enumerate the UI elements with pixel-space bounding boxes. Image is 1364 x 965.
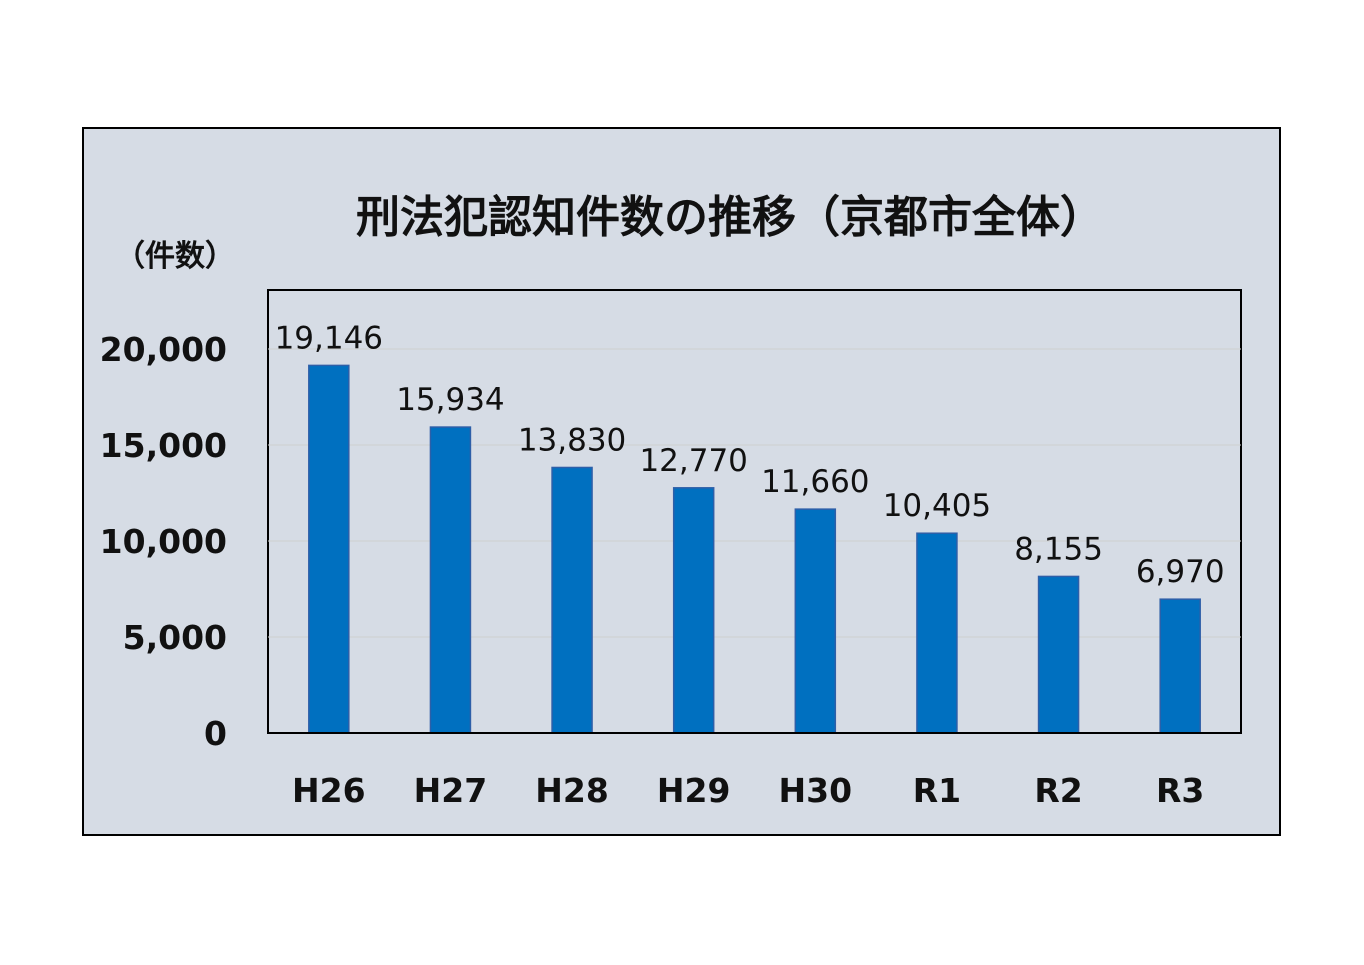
bar-H30 bbox=[794, 508, 837, 734]
data-label-H29: 12,770 bbox=[639, 443, 747, 479]
data-label-H28: 13,830 bbox=[518, 422, 626, 458]
y-axis-unit-label: （件数） bbox=[115, 239, 235, 274]
y-tick-label: 20,000 bbox=[100, 330, 227, 369]
data-label-H27: 15,934 bbox=[396, 382, 504, 418]
data-label-H26: 19,146 bbox=[275, 320, 383, 356]
x-tick-label-H27: H27 bbox=[414, 771, 488, 810]
x-tick-label-R3: R3 bbox=[1156, 771, 1204, 810]
y-tick-label: 10,000 bbox=[100, 522, 227, 561]
x-tick-label-H30: H30 bbox=[779, 771, 853, 810]
x-axis-ticks: H26 H27 H28 H29 H30 R1 R2 R3 bbox=[292, 771, 1204, 810]
bar-H29 bbox=[672, 487, 715, 734]
x-tick-label-R1: R1 bbox=[913, 771, 961, 810]
data-label-R2: 8,155 bbox=[1014, 531, 1103, 567]
x-tick-label-H29: H29 bbox=[657, 771, 731, 810]
x-tick-label-R2: R2 bbox=[1034, 771, 1082, 810]
bar-R1 bbox=[916, 532, 958, 734]
data-label-R1: 10,405 bbox=[883, 488, 991, 524]
y-tick-label: 5,000 bbox=[123, 618, 227, 657]
y-tick-label: 15,000 bbox=[100, 426, 227, 465]
y-tick-label: 0 bbox=[204, 714, 227, 753]
data-labels: 19,146 15,934 13,830 12,770 11,660 10,405 8,15… bbox=[275, 320, 1225, 590]
x-tick-label-H26: H26 bbox=[292, 771, 366, 810]
data-label-H30: 11,660 bbox=[761, 464, 869, 500]
x-tick-label-H28: H28 bbox=[535, 771, 609, 810]
chart-title: 刑法犯認知件数の推移（京都市全体） bbox=[356, 192, 1104, 243]
bar-H28 bbox=[551, 466, 593, 734]
bar-H26 bbox=[308, 364, 350, 734]
bar-R3 bbox=[1159, 598, 1201, 734]
data-label-R3: 6,970 bbox=[1136, 554, 1225, 590]
y-axis-ticks: 0 5,000 10,000 15,000 20,000 bbox=[100, 330, 227, 753]
bar-H27 bbox=[429, 426, 472, 734]
bar-R2 bbox=[1037, 575, 1080, 734]
bars bbox=[308, 364, 1201, 734]
